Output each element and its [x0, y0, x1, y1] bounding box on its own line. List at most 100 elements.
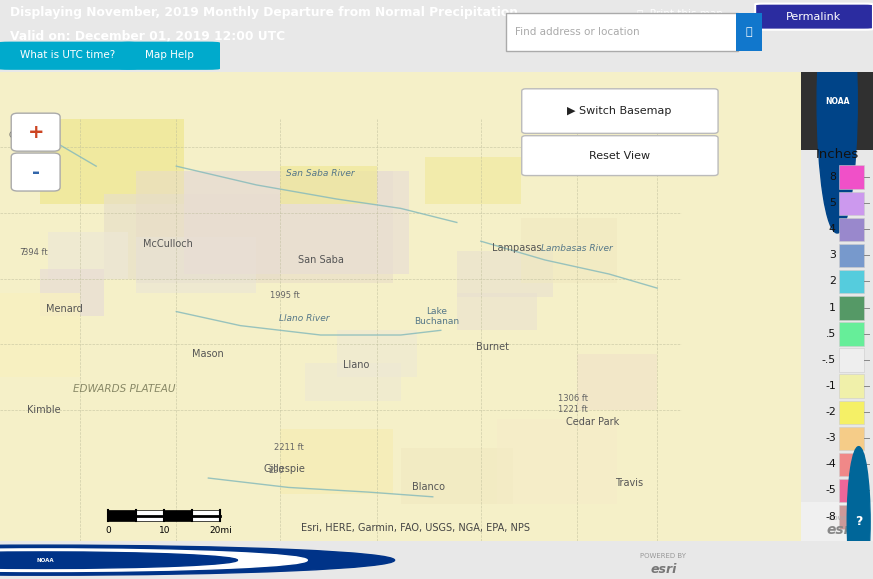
Bar [136, 237, 257, 293]
Text: 2: 2 [828, 276, 835, 287]
Text: -1: -1 [825, 381, 835, 391]
Text: Esri, HERE, Garmin, FAO, USGS, NGA, EPA, NPS: Esri, HERE, Garmin, FAO, USGS, NGA, EPA,… [300, 523, 530, 533]
Text: -5: -5 [825, 485, 835, 496]
Bar [48, 232, 128, 278]
FancyBboxPatch shape [755, 3, 873, 30]
Text: EDWARDS PLATEAU: EDWARDS PLATEAU [73, 384, 175, 394]
Text: Kimble: Kimble [27, 405, 61, 415]
Text: 1306 ft: 1306 ft [558, 394, 588, 403]
Text: esri: esri [650, 563, 677, 576]
Text: ?: ? [855, 515, 863, 528]
Bar [425, 157, 521, 204]
Bar [839, 270, 864, 294]
Text: Map Help: Map Help [146, 50, 194, 60]
Text: NOAA: NOAA [825, 97, 849, 106]
Bar [457, 251, 553, 298]
Text: Cedar Park: Cedar Park [567, 417, 620, 427]
Bar [839, 479, 864, 503]
Circle shape [847, 446, 870, 579]
Text: -.5: -.5 [821, 355, 835, 365]
Circle shape [0, 552, 237, 569]
FancyBboxPatch shape [522, 135, 718, 175]
Bar [839, 375, 864, 398]
Bar [801, 501, 873, 541]
Circle shape [817, 0, 857, 233]
Bar [839, 322, 864, 346]
Text: Permalink: Permalink [786, 12, 842, 21]
FancyBboxPatch shape [522, 89, 718, 133]
Bar [839, 427, 864, 450]
Bar [401, 448, 513, 504]
Text: 394 ft: 394 ft [23, 248, 47, 258]
Text: esri: esri [827, 523, 856, 537]
Bar [839, 505, 864, 529]
Text: .5: .5 [826, 329, 835, 339]
Text: -8: -8 [825, 512, 835, 522]
Bar [40, 269, 104, 316]
Text: McCulloch: McCulloch [143, 239, 193, 248]
FancyBboxPatch shape [506, 13, 738, 51]
Text: 3: 3 [828, 250, 835, 261]
Circle shape [0, 549, 307, 571]
FancyBboxPatch shape [736, 13, 762, 51]
Bar [839, 296, 864, 320]
Text: 4: 4 [828, 224, 835, 234]
Text: San Saba: San Saba [298, 255, 343, 265]
Bar [839, 244, 864, 267]
Text: 🔍: 🔍 [746, 27, 753, 37]
Text: ▶ Switch Basemap: ▶ Switch Basemap [567, 107, 671, 116]
Text: Lambasas River: Lambasas River [541, 244, 613, 253]
FancyBboxPatch shape [120, 42, 220, 70]
Text: Menard: Menard [45, 304, 82, 314]
Text: Gillespie: Gillespie [264, 464, 306, 474]
Text: -: - [31, 163, 39, 182]
Bar [521, 218, 617, 284]
Text: 0: 0 [106, 526, 111, 535]
Text: Co: Co [9, 131, 20, 140]
Text: 1221 ft: 1221 ft [558, 405, 588, 413]
Bar [839, 453, 864, 477]
Bar [839, 349, 864, 372]
Text: 290: 290 [269, 466, 285, 475]
Bar [801, 72, 873, 150]
Text: Burnet: Burnet [477, 342, 509, 351]
Bar [577, 354, 657, 410]
Text: Mason: Mason [192, 349, 224, 359]
Text: POWERED BY: POWERED BY [828, 516, 870, 521]
Text: Find address or location: Find address or location [515, 27, 640, 37]
Bar [136, 510, 164, 521]
Bar [457, 293, 537, 330]
Text: 🖶  Print this map: 🖶 Print this map [637, 9, 723, 20]
Bar [108, 510, 136, 521]
Text: Displaying November, 2019 Monthly Departure from Normal Precipitation: Displaying November, 2019 Monthly Depart… [10, 6, 519, 19]
Bar [164, 510, 192, 521]
Bar [839, 166, 864, 189]
Bar [0, 293, 80, 378]
Text: 20mi: 20mi [209, 526, 231, 535]
Text: -3: -3 [825, 433, 835, 443]
Text: Blanco: Blanco [412, 482, 445, 492]
Bar [184, 171, 409, 274]
Text: 1: 1 [828, 303, 835, 313]
Bar [337, 330, 416, 378]
Bar [839, 401, 864, 424]
Text: What is UTC time?: What is UTC time? [19, 50, 115, 60]
Text: 2211 ft: 2211 ft [273, 443, 304, 452]
Text: 5: 5 [828, 198, 835, 208]
Bar [305, 363, 401, 401]
Bar [280, 429, 393, 494]
Bar [192, 510, 220, 521]
Bar [136, 171, 393, 284]
Text: Llano River: Llano River [279, 314, 330, 323]
Text: Inches: Inches [815, 148, 859, 161]
Bar [104, 195, 280, 278]
Bar [497, 419, 617, 504]
Text: 10: 10 [159, 526, 170, 535]
FancyBboxPatch shape [11, 153, 60, 191]
FancyBboxPatch shape [0, 42, 137, 70]
FancyBboxPatch shape [11, 113, 60, 151]
Circle shape [0, 545, 395, 576]
Text: Travis: Travis [615, 478, 643, 488]
Text: Lake
Buchanan: Lake Buchanan [414, 306, 459, 326]
Text: -4: -4 [825, 459, 835, 470]
